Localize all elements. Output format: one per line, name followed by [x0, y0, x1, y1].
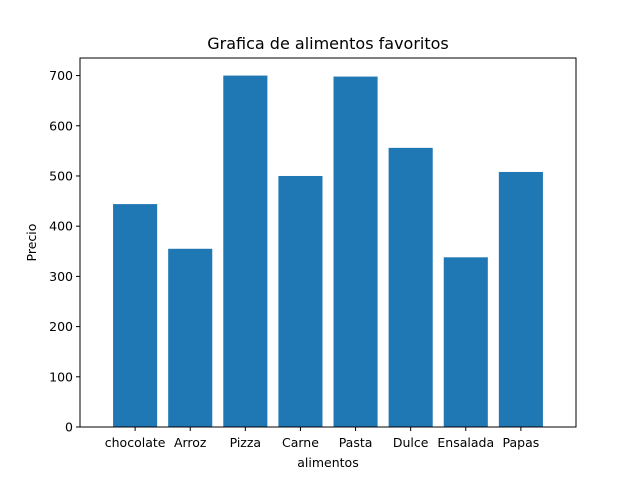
- bar-papas: [498, 171, 543, 427]
- y-tick-label: 200: [49, 319, 73, 334]
- bars-group: [113, 75, 543, 428]
- x-tick-label-ensalada: Ensalada: [437, 435, 494, 450]
- x-tick-label-carne: Carne: [282, 435, 319, 450]
- y-tick-label: 0: [65, 420, 73, 435]
- bar-dulce: [388, 147, 433, 428]
- bar-chocolate: [113, 204, 158, 427]
- x-tick-label-chocolate: chocolate: [105, 435, 166, 450]
- x-tick-label-dulce: Dulce: [393, 435, 429, 450]
- x-axis-label: alimentos: [297, 455, 358, 470]
- y-tick-label: 700: [49, 68, 73, 83]
- x-axis-ticks: chocolate Arroz Pizza Carne Pasta Dulce Ensala…: [105, 427, 539, 450]
- y-axis-ticks: 0 100 200 300 400 500 600 700: [49, 68, 80, 435]
- y-tick-label: 100: [49, 369, 73, 384]
- bar-arroz: [168, 248, 213, 427]
- bar-carne: [278, 175, 323, 427]
- x-tick-label-pasta: Pasta: [339, 435, 373, 450]
- y-tick-label: 500: [49, 168, 73, 183]
- y-tick-label: 300: [49, 269, 73, 284]
- bar-ensalada: [443, 257, 488, 427]
- x-tick-label-arroz: Arroz: [174, 435, 207, 450]
- y-tick-label: 400: [49, 219, 73, 234]
- y-axis-label: Precio: [24, 224, 39, 262]
- chart-title: Grafica de alimentos favoritos: [207, 34, 449, 53]
- x-tick-label-pizza: Pizza: [230, 435, 262, 450]
- y-tick-label: 600: [49, 118, 73, 133]
- bar-pasta: [333, 76, 378, 428]
- plot-frame: [79, 57, 577, 428]
- x-tick-label-papas: Papas: [503, 435, 540, 450]
- bar-pizza: [223, 75, 268, 428]
